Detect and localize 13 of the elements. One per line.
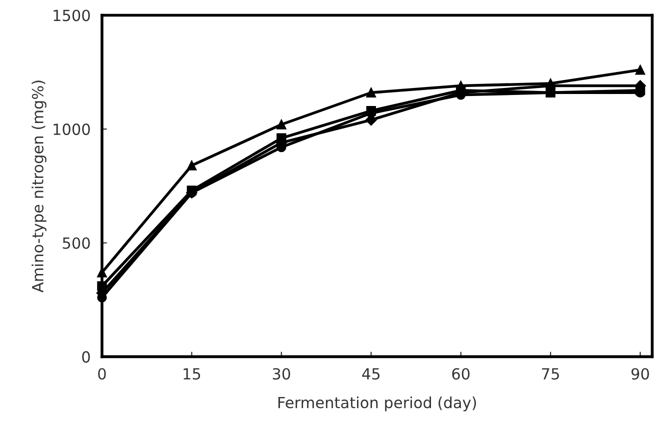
x-tick-label: 90 (631, 368, 649, 380)
x-tick-label: 15 (184, 368, 200, 380)
x-tick-label: 75 (542, 368, 559, 380)
x-tick-label: 30 (272, 368, 290, 380)
y-tick-label: 500 (62, 237, 90, 249)
x-tick-label: 0 (98, 368, 106, 380)
x-axis-title: Fermentation period (day) (278, 396, 476, 412)
x-tick-label: 60 (452, 368, 470, 380)
y-axis-title: Amino-type nitrogen (mg%) (32, 80, 46, 292)
x-tick-label: 45 (362, 368, 380, 380)
y-tick-label: 1500 (54, 10, 90, 22)
y-tick-label: 1000 (54, 124, 90, 136)
y-tick-label: 0 (82, 351, 90, 363)
